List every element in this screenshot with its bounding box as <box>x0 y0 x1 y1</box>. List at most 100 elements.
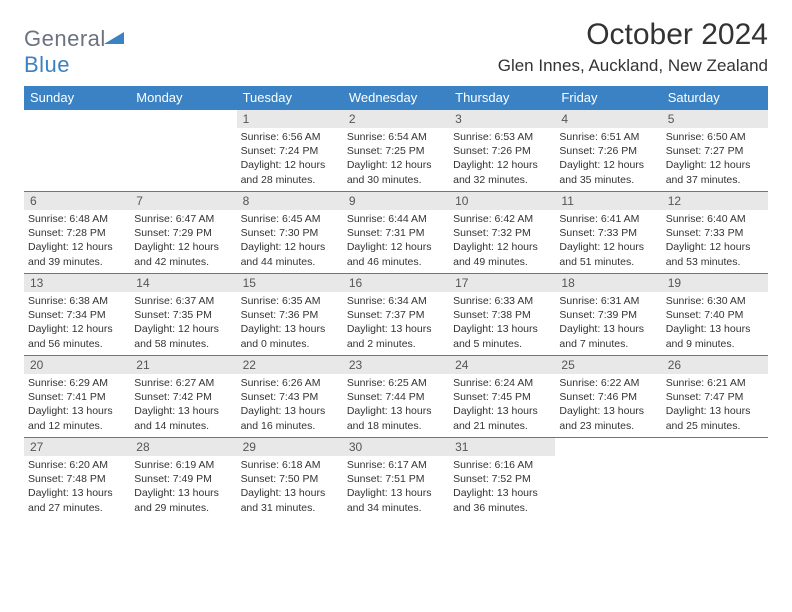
daylight-line: Daylight: 12 hours and 51 minutes. <box>559 240 657 268</box>
day-body: Sunrise: 6:56 AMSunset: 7:24 PMDaylight:… <box>237 128 343 191</box>
dow-friday: Friday <box>555 86 661 110</box>
sunrise-line: Sunrise: 6:19 AM <box>134 458 232 472</box>
sunset-line: Sunset: 7:33 PM <box>666 226 764 240</box>
daylight-line: Daylight: 13 hours and 18 minutes. <box>347 404 445 432</box>
daylight-line: Daylight: 13 hours and 0 minutes. <box>241 322 339 350</box>
sunrise-line: Sunrise: 6:31 AM <box>559 294 657 308</box>
sunrise-line: Sunrise: 6:48 AM <box>28 212 126 226</box>
day-number: 8 <box>237 192 343 210</box>
day-number: 2 <box>343 110 449 128</box>
daylight-line: Daylight: 12 hours and 28 minutes. <box>241 158 339 186</box>
daylight-line: Daylight: 13 hours and 2 minutes. <box>347 322 445 350</box>
sunset-line: Sunset: 7:46 PM <box>559 390 657 404</box>
sunrise-line: Sunrise: 6:22 AM <box>559 376 657 390</box>
logo-word-general: General <box>24 26 106 51</box>
day-body: Sunrise: 6:18 AMSunset: 7:50 PMDaylight:… <box>237 456 343 519</box>
daylight-line: Daylight: 13 hours and 21 minutes. <box>453 404 551 432</box>
sunset-line: Sunset: 7:48 PM <box>28 472 126 486</box>
day-body: Sunrise: 6:53 AMSunset: 7:26 PMDaylight:… <box>449 128 555 191</box>
title-block: October 2024 Glen Innes, Auckland, New Z… <box>498 18 768 76</box>
sunset-line: Sunset: 7:26 PM <box>559 144 657 158</box>
day-cell: 30Sunrise: 6:17 AMSunset: 7:51 PMDayligh… <box>343 438 449 520</box>
sunset-line: Sunset: 7:32 PM <box>453 226 551 240</box>
sunrise-line: Sunrise: 6:18 AM <box>241 458 339 472</box>
day-number: 23 <box>343 356 449 374</box>
day-number: 24 <box>449 356 555 374</box>
day-number: 16 <box>343 274 449 292</box>
day-number: 4 <box>555 110 661 128</box>
sunrise-line: Sunrise: 6:21 AM <box>666 376 764 390</box>
sunrise-line: Sunrise: 6:30 AM <box>666 294 764 308</box>
daylight-line: Daylight: 12 hours and 49 minutes. <box>453 240 551 268</box>
sunrise-line: Sunrise: 6:47 AM <box>134 212 232 226</box>
sunset-line: Sunset: 7:44 PM <box>347 390 445 404</box>
day-cell: 10Sunrise: 6:42 AMSunset: 7:32 PMDayligh… <box>449 192 555 274</box>
day-number: 30 <box>343 438 449 456</box>
day-number: 6 <box>24 192 130 210</box>
daylight-line: Daylight: 13 hours and 14 minutes. <box>134 404 232 432</box>
daylight-line: Daylight: 12 hours and 56 minutes. <box>28 322 126 350</box>
day-number: 17 <box>449 274 555 292</box>
day-number: 7 <box>130 192 236 210</box>
sunset-line: Sunset: 7:43 PM <box>241 390 339 404</box>
day-body: Sunrise: 6:40 AMSunset: 7:33 PMDaylight:… <box>662 210 768 273</box>
day-cell: 11Sunrise: 6:41 AMSunset: 7:33 PMDayligh… <box>555 192 661 274</box>
day-number: 13 <box>24 274 130 292</box>
sunset-line: Sunset: 7:33 PM <box>559 226 657 240</box>
day-body: Sunrise: 6:51 AMSunset: 7:26 PMDaylight:… <box>555 128 661 191</box>
sunset-line: Sunset: 7:42 PM <box>134 390 232 404</box>
sunset-line: Sunset: 7:47 PM <box>666 390 764 404</box>
day-cell: 24 Sunrise: 6:24 AMSunset: 7:45 PMDayligh… <box>449 356 555 438</box>
daylight-line: Daylight: 13 hours and 36 minutes. <box>453 486 551 514</box>
week-row: 27Sunrise: 6:20 AMSunset: 7:48 PMDayligh… <box>24 438 768 520</box>
sunset-line: Sunset: 7:27 PM <box>666 144 764 158</box>
sunset-line: Sunset: 7:28 PM <box>28 226 126 240</box>
sunrise-line: Sunrise: 6:56 AM <box>241 130 339 144</box>
day-body: Sunrise: 6:19 AMSunset: 7:49 PMDaylight:… <box>130 456 236 519</box>
sunset-line: Sunset: 7:38 PM <box>453 308 551 322</box>
sunrise-line: Sunrise: 6:45 AM <box>241 212 339 226</box>
day-body: Sunrise: 6:17 AMSunset: 7:51 PMDaylight:… <box>343 456 449 519</box>
sunrise-line: Sunrise: 6:41 AM <box>559 212 657 226</box>
dow-tuesday: Tuesday <box>237 86 343 110</box>
sunrise-line: Sunrise: 6:34 AM <box>347 294 445 308</box>
daylight-line: Daylight: 13 hours and 23 minutes. <box>559 404 657 432</box>
day-cell: 21Sunrise: 6:27 AMSunset: 7:42 PMDayligh… <box>130 356 236 438</box>
location: Glen Innes, Auckland, New Zealand <box>498 56 768 76</box>
daylight-line: Daylight: 13 hours and 31 minutes. <box>241 486 339 514</box>
sunrise-line: Sunrise: 6:37 AM <box>134 294 232 308</box>
day-cell: 19Sunrise: 6:30 AMSunset: 7:40 PMDayligh… <box>662 274 768 356</box>
sunrise-line: Sunrise: 6:35 AM <box>241 294 339 308</box>
day-cell: 2Sunrise: 6:54 AMSunset: 7:25 PMDaylight… <box>343 110 449 192</box>
logo-text: General Blue <box>24 26 124 78</box>
sunset-line: Sunset: 7:45 PM <box>453 390 551 404</box>
day-cell: 20Sunrise: 6:29 AMSunset: 7:41 PMDayligh… <box>24 356 130 438</box>
daylight-line: Daylight: 12 hours and 35 minutes. <box>559 158 657 186</box>
day-cell: 13Sunrise: 6:38 AMSunset: 7:34 PMDayligh… <box>24 274 130 356</box>
day-number: 19 <box>662 274 768 292</box>
logo: General Blue <box>24 18 124 78</box>
daylight-line: Daylight: 13 hours and 16 minutes. <box>241 404 339 432</box>
empty-cell <box>24 110 130 192</box>
daylight-line: Daylight: 13 hours and 25 minutes. <box>666 404 764 432</box>
daylight-line: Daylight: 13 hours and 27 minutes. <box>28 486 126 514</box>
day-cell: 28Sunrise: 6:19 AMSunset: 7:49 PMDayligh… <box>130 438 236 520</box>
day-body: Sunrise: 6:45 AMSunset: 7:30 PMDaylight:… <box>237 210 343 273</box>
day-cell: 6Sunrise: 6:48 AMSunset: 7:28 PMDaylight… <box>24 192 130 274</box>
sunrise-line: Sunrise: 6:24 AM <box>453 376 551 390</box>
day-cell: 12Sunrise: 6:40 AMSunset: 7:33 PMDayligh… <box>662 192 768 274</box>
daylight-line: Daylight: 13 hours and 34 minutes. <box>347 486 445 514</box>
day-number: 20 <box>24 356 130 374</box>
month-title: October 2024 <box>498 18 768 52</box>
sunrise-line: Sunrise: 6:33 AM <box>453 294 551 308</box>
dow-row: Sunday Monday Tuesday Wednesday Thursday… <box>24 86 768 110</box>
day-number: 27 <box>24 438 130 456</box>
day-cell: 31Sunrise: 6:16 AMSunset: 7:52 PMDayligh… <box>449 438 555 520</box>
day-body: Sunrise: 6:22 AMSunset: 7:46 PMDaylight:… <box>555 374 661 437</box>
daylight-line: Daylight: 13 hours and 12 minutes. <box>28 404 126 432</box>
sunrise-line: Sunrise: 6:16 AM <box>453 458 551 472</box>
sunrise-line: Sunrise: 6:40 AM <box>666 212 764 226</box>
daylight-line: Daylight: 12 hours and 44 minutes. <box>241 240 339 268</box>
sunset-line: Sunset: 7:50 PM <box>241 472 339 486</box>
sunset-line: Sunset: 7:41 PM <box>28 390 126 404</box>
